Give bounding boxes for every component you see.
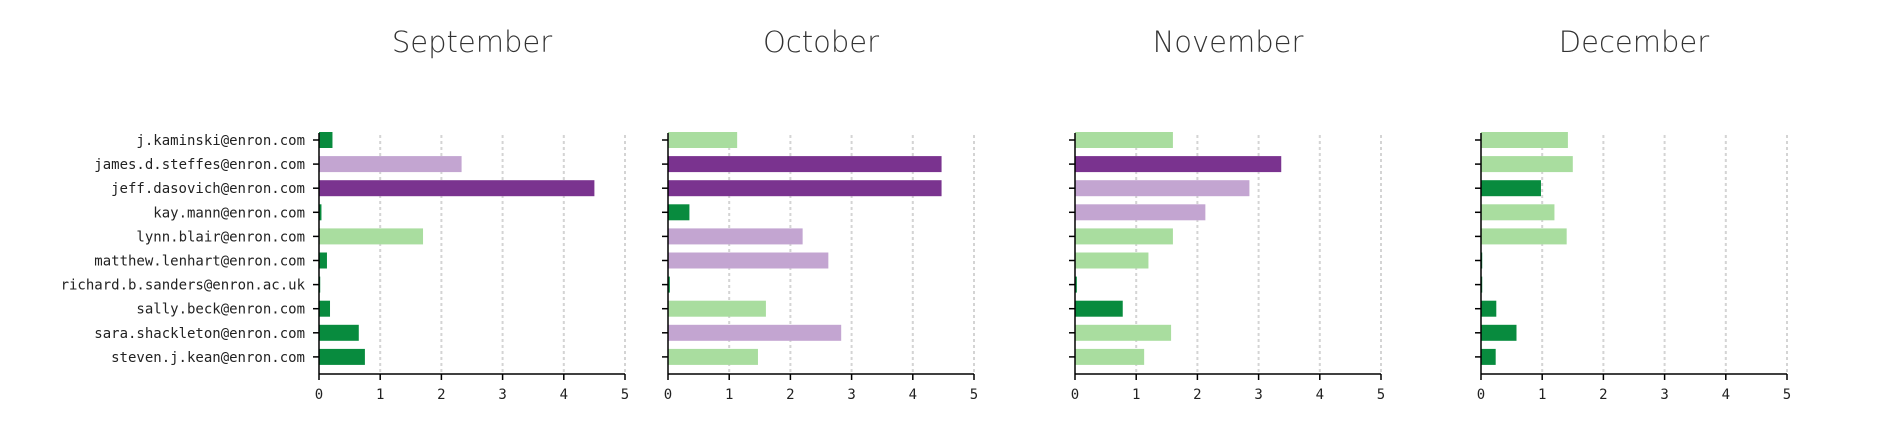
x-tick-label: 0: [315, 387, 323, 403]
x-tick-label: 4: [909, 387, 917, 403]
bar[interactable]: [1075, 252, 1149, 269]
bar[interactable]: [668, 132, 738, 148]
bar[interactable]: [1481, 324, 1517, 341]
x-tick-label: 2: [437, 387, 445, 403]
bar[interactable]: [668, 324, 842, 341]
x-tick-label: 4: [1722, 387, 1730, 403]
bar[interactable]: [668, 180, 942, 197]
panel-title: September: [392, 25, 552, 59]
category-label: jeff.dasovich@enron.com: [111, 181, 305, 197]
bar[interactable]: [668, 348, 758, 365]
bar[interactable]: [1481, 300, 1497, 317]
bar[interactable]: [319, 228, 424, 245]
bar[interactable]: [1075, 180, 1250, 197]
bar[interactable]: [668, 156, 942, 173]
bar[interactable]: [319, 156, 462, 173]
x-tick-label: 5: [1783, 387, 1791, 403]
x-tick-label: 0: [1477, 387, 1485, 403]
bar[interactable]: [1481, 204, 1555, 221]
bar[interactable]: [1075, 228, 1173, 245]
bar[interactable]: [668, 204, 690, 221]
x-tick-label: 3: [847, 387, 855, 403]
category-label: sara.shackleton@enron.com: [94, 326, 305, 342]
x-tick-label: 2: [1193, 387, 1201, 403]
bar[interactable]: [1075, 132, 1173, 148]
category-label: kay.mann@enron.com: [153, 205, 305, 221]
x-tick-label: 5: [1377, 387, 1385, 403]
x-tick-label: 2: [786, 387, 794, 403]
panel-september: September 0 1 2 3 4 5 j.kaminski@enron.com james…: [61, 25, 630, 403]
x-tick-label: 1: [725, 387, 733, 403]
x-tick-label: 1: [1538, 387, 1546, 403]
category-label: james.d.steffes@enron.com: [94, 157, 305, 173]
bar[interactable]: [668, 228, 803, 245]
bar[interactable]: [1075, 300, 1123, 317]
category-label: steven.j.kean@enron.com: [111, 350, 305, 366]
bar[interactable]: [1481, 180, 1541, 197]
panel-title: November: [1153, 25, 1304, 59]
category-label: j.kaminski@enron.com: [136, 133, 305, 149]
bar[interactable]: [1481, 348, 1496, 365]
bar[interactable]: [1075, 156, 1282, 173]
bar[interactable]: [319, 348, 365, 365]
bar[interactable]: [319, 252, 327, 269]
category-label: richard.b.sanders@enron.ac.uk: [61, 278, 306, 294]
x-tick-label: 2: [1599, 387, 1607, 403]
panel-november: November 0 1 2 3 4 5: [1069, 25, 1385, 403]
bar[interactable]: [1075, 204, 1206, 221]
bar[interactable]: [319, 204, 322, 221]
x-tick-label: 5: [621, 387, 629, 403]
panel-title: December: [1559, 25, 1709, 59]
bar[interactable]: [319, 300, 331, 317]
bar[interactable]: [668, 252, 829, 269]
panel-december: December 0 1 2 3 4 5: [1475, 25, 1791, 403]
x-tick-label: 3: [498, 387, 506, 403]
x-tick-label: 1: [1132, 387, 1140, 403]
x-tick-label: 4: [1316, 387, 1324, 403]
bar[interactable]: [668, 276, 670, 293]
x-tick-label: 5: [970, 387, 978, 403]
x-tick-label: 4: [560, 387, 568, 403]
x-tick-label: 0: [1071, 387, 1079, 403]
category-label: lynn.blair@enron.com: [136, 229, 305, 245]
x-tick-label: 3: [1660, 387, 1668, 403]
bar[interactable]: [1075, 348, 1145, 365]
panel-title: October: [763, 25, 879, 59]
bar[interactable]: [319, 324, 359, 341]
bar[interactable]: [319, 132, 333, 148]
x-tick-label: 3: [1254, 387, 1262, 403]
x-tick-label: 1: [376, 387, 384, 403]
bar[interactable]: [1481, 228, 1567, 245]
category-label: matthew.lenhart@enron.com: [94, 254, 305, 270]
bar[interactable]: [1481, 132, 1568, 148]
bar[interactable]: [1075, 276, 1077, 293]
x-tick-label: 0: [664, 387, 672, 403]
panel-october: October 0 1 2 3 4 5: [662, 25, 978, 403]
category-label: sally.beck@enron.com: [136, 302, 305, 318]
bar[interactable]: [319, 180, 595, 197]
bar[interactable]: [1481, 156, 1573, 173]
bar[interactable]: [1075, 324, 1172, 341]
bar[interactable]: [668, 300, 766, 317]
